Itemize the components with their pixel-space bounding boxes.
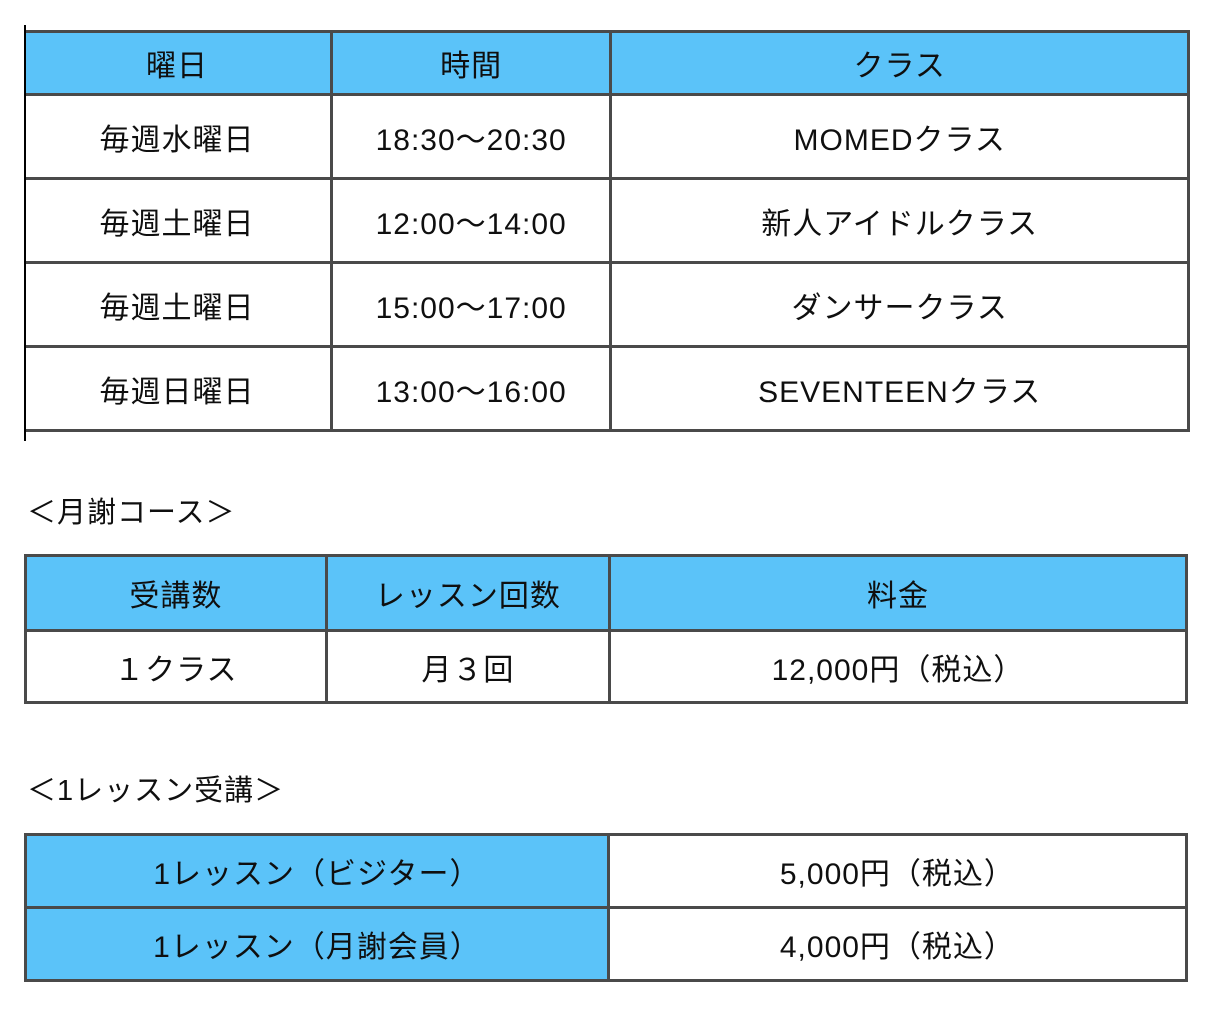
price-cell: 4,000円（税込） [606,906,1189,982]
time-cell: 12:00〜14:00 [329,177,613,264]
day-cell: 毎週日曜日 [24,345,333,432]
day-cell: 毎週土曜日 [24,261,333,348]
class-cell: 新人アイドルクラス [609,177,1190,264]
schedule-header-class: クラス [609,30,1190,96]
schedule-header-day: 曜日 [24,30,333,96]
fee-cell: 12,000円（税込） [607,629,1189,704]
lesson-type-cell: 1レッスン（月謝会員） [24,906,610,982]
monthly-course-grid: 受講数 レッスン回数 料金 １クラス 月３回 12,000円（税込） [24,554,1189,704]
monthly-header-row: 受講数 レッスン回数 料金 [24,554,1189,632]
price-cell: 5,000円（税込） [606,833,1189,909]
monthly-header-courses: 受講数 [24,554,328,632]
time-cell: 13:00〜16:00 [329,345,613,432]
class-cell: SEVENTEENクラス [609,345,1190,432]
table-row: 1レッスン（ビジター） 5,000円（税込） [24,833,1189,909]
table-row: １クラス 月３回 12,000円（税込） [24,629,1189,704]
table-row: 1レッスン（月謝会員） 4,000円（税込） [24,906,1189,982]
courses-cell: １クラス [24,629,328,704]
day-cell: 毎週土曜日 [24,177,333,264]
single-lesson-heading: ＜1レッスン受講＞ [27,775,285,807]
class-cell: ダンサークラス [609,261,1190,348]
monthly-course-table: 受講数 レッスン回数 料金 １クラス 月３回 12,000円（税込） [24,554,1189,704]
single-lesson-table: 1レッスン（ビジター） 5,000円（税込） 1レッスン（月謝会員） 4,000… [24,833,1189,982]
monthly-header-fee: 料金 [607,554,1189,632]
schedule-header-row: 曜日 時間 クラス [24,30,1190,96]
schedule-header-time: 時間 [329,30,613,96]
time-cell: 18:30〜20:30 [329,93,613,180]
table-row: 毎週土曜日 15:00〜17:00 ダンサークラス [24,261,1190,348]
class-cell: MOMEDクラス [609,93,1190,180]
day-cell: 毎週水曜日 [24,93,333,180]
table-row: 毎週水曜日 18:30〜20:30 MOMEDクラス [24,93,1190,180]
time-cell: 15:00〜17:00 [329,261,613,348]
table-row: 毎週日曜日 13:00〜16:00 SEVENTEENクラス [24,345,1190,432]
table-row: 毎週土曜日 12:00〜14:00 新人アイドルクラス [24,177,1190,264]
class-schedule-table: 曜日 時間 クラス 毎週水曜日 18:30〜20:30 MOMEDクラス 毎週土… [24,25,1190,441]
single-lesson-grid: 1レッスン（ビジター） 5,000円（税込） 1レッスン（月謝会員） 4,000… [24,833,1189,982]
monthly-header-lesson-count: レッスン回数 [324,554,611,632]
lesson-type-cell: 1レッスン（ビジター） [24,833,610,909]
class-schedule-grid: 曜日 時間 クラス 毎週水曜日 18:30〜20:30 MOMEDクラス 毎週土… [24,30,1190,432]
lesson-count-cell: 月３回 [324,629,611,704]
monthly-course-heading: ＜月謝コース＞ [27,497,236,529]
table-left-edge-line [24,25,26,441]
